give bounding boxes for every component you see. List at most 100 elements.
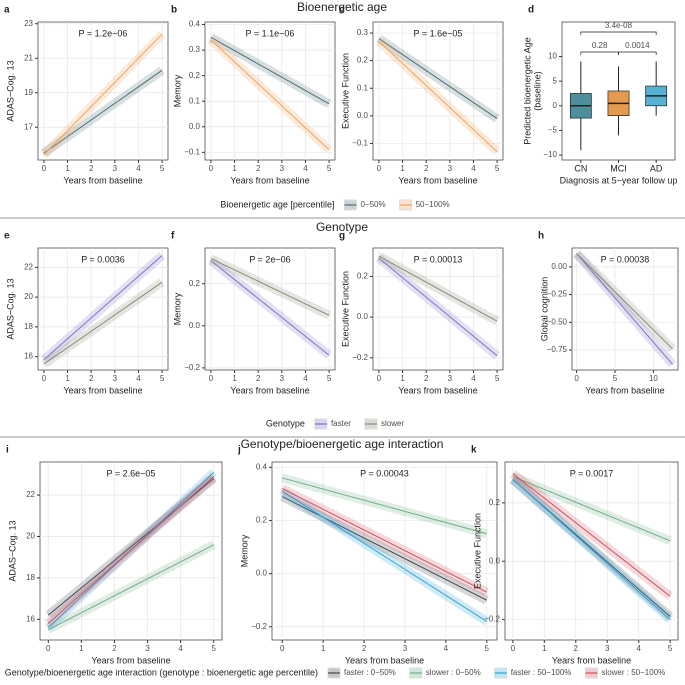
panel-label: d bbox=[528, 5, 534, 16]
p-value: P = 0.0036 bbox=[81, 254, 125, 264]
x-tick-label: 3 bbox=[605, 644, 610, 653]
p-value: P = 1.6e−05 bbox=[414, 28, 463, 38]
comparison-bracket bbox=[618, 51, 657, 55]
trend-line bbox=[281, 490, 488, 622]
x-axis-label: Years from baseline bbox=[398, 175, 477, 185]
x-axis-label: Years from baseline bbox=[63, 385, 142, 395]
panel-label: g bbox=[339, 231, 345, 242]
x-tick-label: 0 bbox=[377, 374, 382, 383]
y-axis-label: Global cognition bbox=[539, 277, 549, 342]
x-tick-label: 2 bbox=[89, 164, 94, 173]
panel-label: h bbox=[538, 231, 544, 242]
comparison-p: 0.0014 bbox=[625, 41, 650, 50]
y-tick-label: 20 bbox=[24, 292, 33, 301]
trend-line bbox=[210, 39, 330, 151]
x-axis-label: Years from baseline bbox=[63, 175, 142, 185]
y-tick-label: −0.50 bbox=[547, 317, 568, 326]
x-tick-label: 0 bbox=[280, 644, 285, 653]
panel-label: c bbox=[339, 5, 345, 16]
p-value: P = 1.1e−06 bbox=[246, 28, 295, 38]
legend-label: 50−100% bbox=[416, 200, 450, 209]
p-value: P = 0.00038 bbox=[601, 254, 650, 264]
y-tick-label: −0.2 bbox=[251, 622, 267, 631]
section-title: Genotype bbox=[316, 220, 368, 234]
panel-label: j bbox=[237, 445, 241, 456]
x-tick-label: 5 bbox=[160, 164, 165, 173]
trend-line bbox=[210, 258, 330, 316]
legend: Bioenergetic age [percentile] 0−50% 50−100… bbox=[220, 199, 450, 211]
panel-label: i bbox=[6, 445, 9, 456]
y-tick-label: 0.1 bbox=[357, 83, 369, 92]
trend-line bbox=[48, 544, 214, 631]
y-axis-label: Predicted bioenergetic Age bbox=[522, 37, 532, 145]
y-tick-label: 0.3 bbox=[189, 45, 201, 54]
x-tick-label: 0 bbox=[42, 164, 47, 173]
x-tick-label: 5 bbox=[160, 374, 165, 383]
legend: Genotype faster slower bbox=[266, 418, 404, 430]
x-tick-label: 1 bbox=[65, 374, 70, 383]
panel-label: e bbox=[4, 231, 10, 242]
trend-line bbox=[282, 488, 487, 593]
y-tick-label: 21 bbox=[24, 53, 33, 62]
y-tick-label: 16 bbox=[26, 614, 35, 623]
x-tick-label: 1 bbox=[400, 374, 405, 383]
y-tick-label: −10 bbox=[543, 150, 557, 159]
y-axis-label: Executive Function bbox=[472, 513, 482, 589]
trend-line bbox=[282, 477, 487, 535]
x-tick-label: 5 bbox=[485, 644, 490, 653]
x-axis-label: Years from baseline bbox=[552, 655, 631, 665]
p-value: P = 2.6e−05 bbox=[107, 468, 156, 478]
y-tick-label: 0.0 bbox=[489, 556, 501, 565]
y-axis-label: (baseline) bbox=[532, 71, 542, 111]
x-tick-label: MCI bbox=[610, 163, 627, 173]
x-tick-label: 4 bbox=[636, 644, 641, 653]
trend-line bbox=[210, 36, 330, 105]
y-tick-label: 10 bbox=[548, 52, 557, 61]
x-tick-label: AD bbox=[650, 163, 663, 173]
y-axis-label: Memory bbox=[239, 534, 249, 567]
y-tick-label: 19 bbox=[24, 88, 33, 97]
x-tick-label: 5 bbox=[212, 644, 217, 653]
trend-line bbox=[378, 38, 498, 120]
x-tick-label: 0 bbox=[377, 164, 382, 173]
x-tick-label: 2 bbox=[574, 644, 579, 653]
p-value: P = 1.2e−06 bbox=[79, 28, 128, 38]
x-tick-label: 1 bbox=[400, 164, 405, 173]
y-tick-label: 5 bbox=[553, 76, 558, 85]
y-axis-label: ADAS−Cog. 13 bbox=[5, 278, 15, 339]
trend-line bbox=[378, 255, 498, 322]
y-tick-label: 0.2 bbox=[489, 498, 501, 507]
trend-line bbox=[43, 69, 163, 154]
x-tick-label: 3 bbox=[448, 374, 453, 383]
panel-label: b bbox=[171, 5, 177, 16]
y-tick-label: 0.1 bbox=[189, 96, 201, 105]
y-axis-label: Executive Function bbox=[340, 53, 350, 129]
x-tick-label: 1 bbox=[232, 164, 237, 173]
y-tick-label: 22 bbox=[24, 262, 33, 271]
y-tick-label: 20 bbox=[26, 532, 35, 541]
y-tick-label: 0.0 bbox=[256, 569, 268, 578]
trend-line bbox=[512, 476, 671, 542]
x-tick-label: 2 bbox=[256, 164, 261, 173]
x-tick-label: 4 bbox=[471, 164, 476, 173]
trend-line bbox=[47, 476, 215, 624]
y-tick-label: 0.2 bbox=[357, 272, 369, 281]
y-tick-label: 22 bbox=[26, 490, 35, 499]
y-tick-label: 0.0 bbox=[357, 312, 369, 321]
x-tick-label: 1 bbox=[65, 164, 70, 173]
x-tick-label: 4 bbox=[444, 644, 449, 653]
p-value: P = 2e−06 bbox=[249, 254, 290, 264]
panel-border bbox=[372, 21, 504, 161]
y-tick-label: 0.2 bbox=[189, 279, 201, 288]
y-tick-label: −0.2 bbox=[484, 615, 500, 624]
x-tick-label: 2 bbox=[362, 644, 367, 653]
y-tick-label: 0.3 bbox=[357, 28, 369, 37]
x-tick-label: 0 bbox=[42, 374, 47, 383]
y-tick-label: 17 bbox=[24, 122, 33, 131]
x-tick-label: 2 bbox=[424, 374, 429, 383]
panel-label: a bbox=[4, 5, 10, 16]
y-tick-label: −0.25 bbox=[547, 290, 568, 299]
x-tick-label: 2 bbox=[424, 164, 429, 173]
x-tick-label: 5 bbox=[613, 374, 618, 383]
